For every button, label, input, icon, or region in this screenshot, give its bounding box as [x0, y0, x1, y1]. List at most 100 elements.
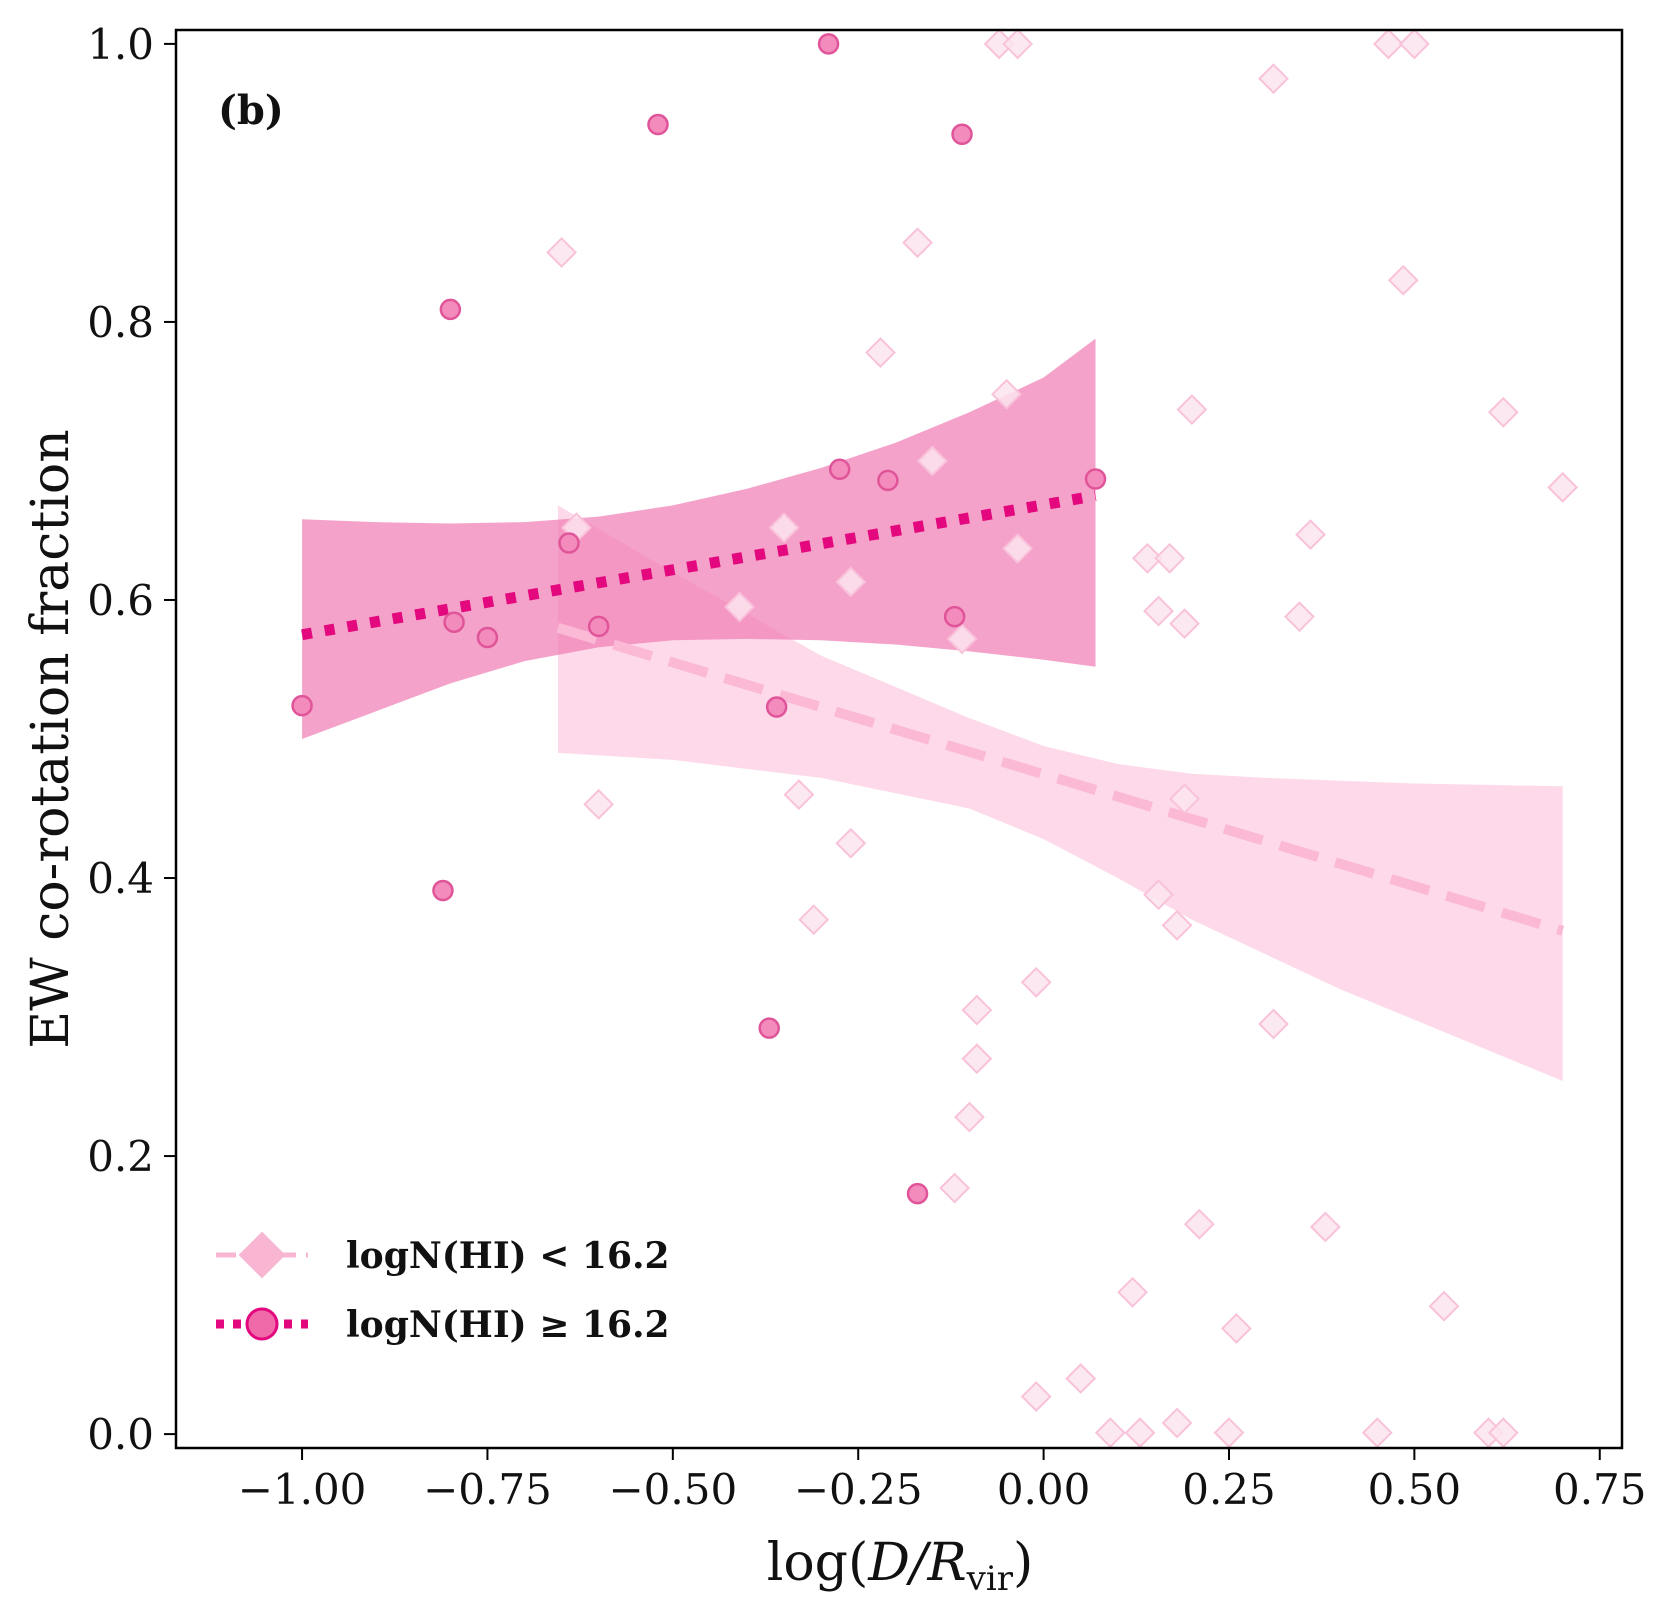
data-point-diamond	[724, 591, 755, 623]
fit-lines	[301, 490, 1565, 936]
data-point-diamond	[916, 445, 948, 477]
data-point-diamond	[1387, 264, 1419, 296]
x-tick-label: 0.50	[1368, 1465, 1462, 1514]
data-point-circle	[1084, 468, 1107, 490]
x-axis-label-italic: D/R	[867, 1533, 966, 1593]
x-tick-label: −1.00	[238, 1465, 367, 1514]
data-point-diamond	[961, 994, 993, 1026]
data-point-diamond	[1143, 595, 1174, 627]
data-point-diamond	[1487, 396, 1519, 428]
fit-line-1	[301, 490, 1097, 641]
data-point-diamond	[1161, 1407, 1193, 1439]
data-points	[291, 28, 1579, 1449]
data-point-diamond	[1258, 1008, 1289, 1040]
data-point-circle	[951, 123, 973, 146]
data-point-diamond	[1094, 1417, 1126, 1449]
data-point-diamond	[1154, 542, 1186, 574]
y-tick-label: 0.8	[87, 298, 154, 347]
data-point-diamond	[1183, 1208, 1215, 1240]
legend-marker-circle	[245, 1307, 279, 1341]
data-point-circle	[828, 458, 851, 481]
data-point-circle	[765, 696, 788, 718]
data-point-circle	[476, 626, 499, 649]
data-point-circle	[587, 615, 610, 638]
data-point-circle	[647, 113, 669, 136]
data-point-diamond	[1169, 608, 1200, 640]
data-point-circle	[943, 605, 966, 628]
data-point-diamond	[1169, 783, 1200, 815]
legend: logN(HI) < 16.2 logN(HI) ≥ 16.2	[216, 1231, 670, 1346]
data-point-circle	[558, 532, 580, 554]
data-point-circle	[906, 1182, 929, 1205]
data-point-diamond	[1295, 519, 1326, 551]
data-point-diamond	[1213, 1417, 1245, 1449]
data-point-circle	[432, 879, 454, 902]
data-point-circle	[439, 298, 462, 321]
data-point-diamond	[1547, 471, 1579, 503]
data-point-diamond	[1284, 601, 1315, 633]
legend-label-high: logN(HI) ≥ 16.2	[346, 1304, 670, 1346]
y-axis: 0.0 0.2 0.4 0.6 0.8 1.0	[87, 20, 176, 1459]
data-point-circle	[817, 33, 840, 55]
data-point-diamond	[1065, 1363, 1097, 1394]
x-tick-label: −0.50	[608, 1465, 737, 1514]
series-1-points	[291, 33, 1107, 1205]
legend-marker-diamond	[238, 1231, 286, 1279]
y-tick-label: 0.2	[87, 1132, 154, 1181]
x-tick-label: −0.25	[794, 1465, 923, 1514]
x-tick-label: 0.75	[1553, 1465, 1647, 1514]
data-point-diamond	[865, 337, 896, 368]
legend-entry-high: logN(HI) ≥ 16.2	[216, 1304, 670, 1346]
data-point-diamond	[546, 237, 578, 268]
y-tick-label: 0.0	[87, 1410, 154, 1459]
data-point-diamond	[798, 904, 830, 936]
confidence-band-0	[557, 505, 1563, 1081]
data-point-diamond	[1220, 1313, 1252, 1344]
data-point-diamond	[1309, 1211, 1341, 1243]
data-point-diamond	[835, 827, 867, 859]
data-point-diamond	[583, 788, 615, 820]
data-point-diamond	[946, 623, 978, 655]
data-point-diamond	[1161, 909, 1193, 941]
fit-line-0	[556, 622, 1565, 936]
data-point-diamond	[1020, 1381, 1052, 1412]
data-point-diamond	[1117, 1276, 1148, 1308]
data-point-diamond	[954, 1101, 985, 1133]
data-point-circle	[291, 694, 313, 717]
x-axis: −1.00 −0.75 −0.50 −0.25 0.00 0.25 0.50 0.75	[238, 1448, 1647, 1514]
data-point-diamond	[768, 512, 800, 544]
x-axis-label-sub: vir	[966, 1559, 1014, 1599]
legend-label-low: logN(HI) < 16.2	[346, 1235, 670, 1277]
plot-frame	[174, 28, 1624, 1450]
data-point-diamond	[1487, 1417, 1519, 1449]
data-point-diamond	[991, 378, 1022, 410]
data-point-circle	[758, 1017, 780, 1039]
panel-label: (b)	[218, 87, 284, 134]
data-point-diamond	[1373, 28, 1404, 60]
data-point-diamond	[1002, 28, 1034, 60]
data-point-diamond	[1258, 63, 1289, 95]
data-point-diamond	[1176, 394, 1208, 425]
data-point-diamond	[1428, 1290, 1460, 1322]
y-tick-label: 1.0	[87, 20, 154, 69]
data-point-diamond	[902, 227, 933, 259]
data-point-diamond	[1143, 879, 1174, 911]
confidence-band-1	[302, 338, 1096, 739]
y-tick-label: 0.4	[87, 854, 154, 903]
data-point-diamond	[1020, 966, 1052, 998]
y-axis-label: EW co-rotation fraction	[21, 429, 81, 1048]
data-point-diamond	[939, 1172, 971, 1204]
x-tick-label: 0.25	[1182, 1465, 1276, 1514]
data-point-diamond	[835, 566, 867, 598]
data-point-diamond	[1132, 542, 1163, 574]
confidence-bands	[302, 338, 1563, 1081]
data-point-diamond	[1002, 533, 1034, 564]
x-axis-label-main: log(	[767, 1533, 869, 1593]
data-point-circle	[877, 469, 899, 492]
x-axis-label-end: )	[1013, 1533, 1033, 1593]
data-point-diamond	[1398, 28, 1430, 60]
data-point-circle	[443, 611, 465, 633]
data-point-diamond	[1124, 1417, 1156, 1449]
legend-entry-low: logN(HI) < 16.2	[216, 1231, 670, 1279]
